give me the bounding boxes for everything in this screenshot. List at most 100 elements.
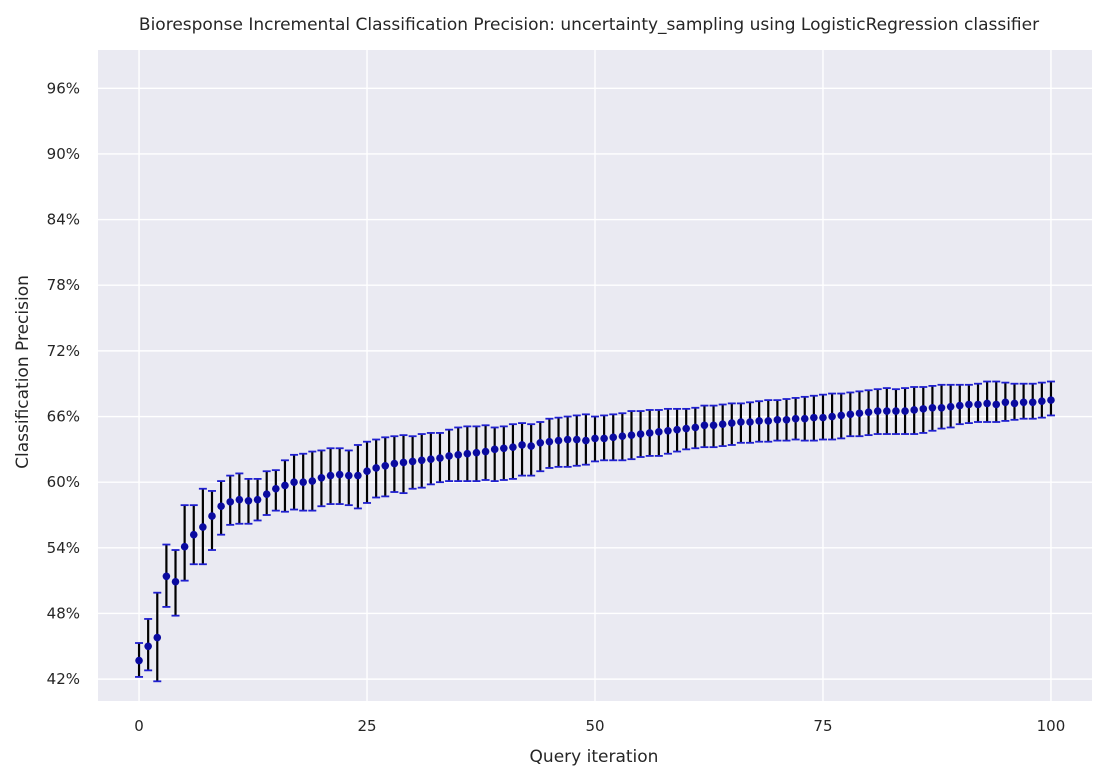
data-point-47 <box>563 435 572 444</box>
data-point-2 <box>153 633 162 642</box>
data-point-62 <box>700 421 709 430</box>
data-point-84 <box>901 407 909 415</box>
data-point-12 <box>244 496 253 505</box>
y-tick-label-5: 72% <box>47 342 80 360</box>
data-point-43 <box>527 442 535 450</box>
data-point-88 <box>937 403 946 412</box>
data-point-83 <box>892 407 900 415</box>
data-point-0 <box>135 656 143 665</box>
data-point-81 <box>873 407 882 415</box>
data-point-31 <box>417 456 426 465</box>
y-tick-label-4: 66% <box>47 408 80 426</box>
data-point-9 <box>217 502 225 511</box>
data-point-44 <box>536 438 545 447</box>
x-tick-label-2: 50 <box>585 717 604 735</box>
data-point-93 <box>983 399 991 408</box>
x-axis-label: Query iteration <box>530 747 659 767</box>
data-point-98 <box>1028 398 1037 407</box>
data-point-96 <box>1010 399 1019 408</box>
data-point-28 <box>390 459 399 468</box>
data-point-21 <box>326 471 335 480</box>
data-point-50 <box>591 434 599 443</box>
data-point-13 <box>253 495 262 504</box>
data-point-41 <box>509 443 517 451</box>
data-point-37 <box>472 448 481 457</box>
data-point-45 <box>545 437 554 446</box>
data-point-36 <box>463 449 472 458</box>
data-point-14 <box>262 490 271 499</box>
data-point-15 <box>272 484 280 493</box>
data-point-61 <box>691 423 700 432</box>
y-tick-label-3: 60% <box>47 473 80 491</box>
y-tick-labels: 42% 48% 54% 60% 66% 72% 78% 84% 90% 96% <box>47 79 80 688</box>
data-point-11 <box>235 495 244 504</box>
data-point-29 <box>399 458 408 467</box>
data-points <box>135 396 1055 665</box>
data-point-55 <box>636 430 645 438</box>
data-point-26 <box>372 464 380 472</box>
data-point-10 <box>226 498 235 506</box>
data-point-39 <box>490 445 499 454</box>
data-point-49 <box>582 436 590 445</box>
data-point-86 <box>919 405 928 413</box>
data-point-23 <box>344 471 353 480</box>
data-point-56 <box>645 429 654 437</box>
data-point-59 <box>673 425 681 434</box>
data-point-91 <box>965 400 973 409</box>
data-point-72 <box>791 414 800 423</box>
data-point-75 <box>819 413 827 422</box>
data-point-90 <box>955 401 964 410</box>
data-point-85 <box>910 406 918 414</box>
data-point-66 <box>737 418 745 426</box>
data-point-94 <box>992 400 1001 409</box>
data-point-69 <box>764 417 773 425</box>
data-point-92 <box>974 400 982 409</box>
y-tick-label-2: 54% <box>47 539 80 557</box>
data-point-58 <box>664 426 672 435</box>
data-point-22 <box>335 470 344 479</box>
data-point-16 <box>281 481 289 490</box>
data-point-25 <box>363 467 371 476</box>
data-point-40 <box>500 444 508 453</box>
x-tick-label-4: 100 <box>1037 717 1066 735</box>
data-point-77 <box>837 411 846 420</box>
data-point-67 <box>746 418 754 426</box>
y-tick-label-7: 84% <box>47 211 80 229</box>
data-point-35 <box>454 451 463 459</box>
data-point-18 <box>299 478 307 486</box>
data-point-89 <box>946 402 955 411</box>
data-point-27 <box>381 461 390 470</box>
data-point-57 <box>655 428 663 436</box>
data-point-1 <box>144 642 152 651</box>
data-point-20 <box>317 474 326 482</box>
data-point-33 <box>436 454 444 462</box>
data-point-17 <box>290 478 298 486</box>
data-point-63 <box>709 421 718 430</box>
data-point-42 <box>518 441 526 449</box>
y-tick-label-9: 96% <box>47 79 80 97</box>
y-axis-label: Classification Precision <box>13 275 33 469</box>
data-point-99 <box>1038 397 1046 406</box>
data-point-30 <box>408 457 417 466</box>
x-tick-labels: 0 25 50 75 100 <box>134 717 1065 735</box>
data-point-54 <box>627 431 636 439</box>
data-point-82 <box>883 407 891 415</box>
data-point-34 <box>445 452 453 460</box>
data-point-73 <box>800 414 809 423</box>
data-point-7 <box>199 523 207 531</box>
y-tick-label-1: 48% <box>47 604 80 622</box>
data-point-78 <box>846 410 855 419</box>
data-point-68 <box>755 417 763 425</box>
data-point-19 <box>308 477 317 485</box>
x-tick-label-1: 25 <box>357 717 376 735</box>
y-tick-label-0: 42% <box>47 670 80 688</box>
data-point-8 <box>208 512 216 520</box>
data-point-46 <box>554 436 563 445</box>
x-tick-label-0: 0 <box>134 717 144 735</box>
data-point-60 <box>682 424 690 433</box>
data-point-53 <box>618 432 627 441</box>
data-point-74 <box>810 413 818 422</box>
data-point-4 <box>171 577 180 586</box>
data-point-97 <box>1019 398 1028 407</box>
